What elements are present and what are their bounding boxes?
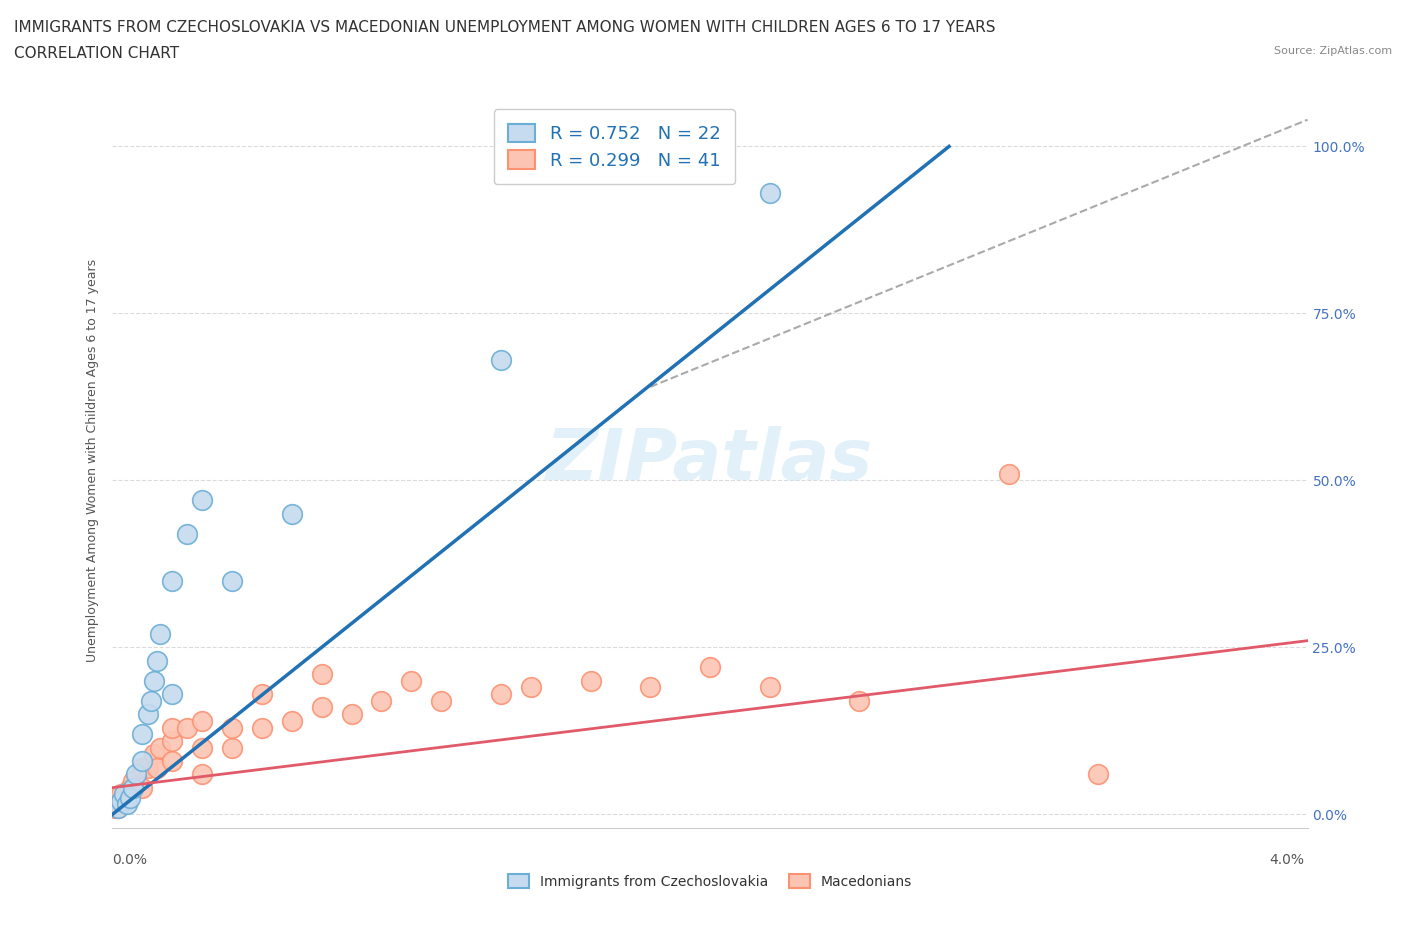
Point	[162, 753, 183, 768]
Point	[191, 713, 214, 728]
Point	[117, 797, 139, 812]
Point	[221, 740, 243, 755]
Point	[489, 352, 512, 367]
Point	[138, 760, 160, 775]
Point	[125, 767, 148, 782]
Point	[162, 720, 183, 735]
Point	[191, 493, 214, 508]
Point	[122, 774, 145, 789]
Point	[141, 694, 163, 709]
Point	[759, 680, 782, 695]
Text: IMMIGRANTS FROM CZECHOSLOVAKIA VS MACEDONIAN UNEMPLOYMENT AMONG WOMEN WITH CHILD: IMMIGRANTS FROM CZECHOSLOVAKIA VS MACEDO…	[14, 20, 995, 35]
Point	[520, 680, 543, 695]
Point	[401, 673, 423, 688]
Point	[143, 747, 166, 762]
Point	[176, 526, 198, 541]
Point	[114, 787, 135, 802]
Point	[114, 793, 135, 808]
Y-axis label: Unemployment Among Women with Children Ages 6 to 17 years: Unemployment Among Women with Children A…	[86, 259, 100, 662]
Text: CORRELATION CHART: CORRELATION CHART	[14, 46, 179, 61]
Point	[191, 740, 214, 755]
Text: 0.0%: 0.0%	[112, 853, 148, 868]
Point	[311, 667, 333, 682]
Point	[281, 713, 304, 728]
Point	[104, 800, 127, 815]
Point	[489, 686, 512, 701]
Point	[162, 686, 183, 701]
Point	[149, 627, 172, 642]
Point	[107, 793, 129, 808]
Point	[131, 726, 153, 741]
Point	[221, 720, 243, 735]
Point	[250, 720, 273, 735]
Point	[107, 800, 129, 815]
Point	[1087, 767, 1109, 782]
Point	[370, 694, 392, 709]
Point	[430, 694, 453, 709]
Point	[699, 660, 721, 675]
Point	[146, 653, 169, 668]
Point	[107, 800, 129, 815]
Point	[131, 753, 153, 768]
Point	[143, 673, 166, 688]
Point	[311, 700, 333, 715]
Point	[110, 787, 132, 802]
Point	[191, 767, 214, 782]
Point	[848, 694, 870, 709]
Point	[250, 686, 273, 701]
Point	[162, 573, 183, 588]
Point	[162, 734, 183, 749]
Point	[340, 707, 363, 722]
Point	[120, 780, 142, 795]
Point	[579, 673, 602, 688]
Point	[640, 680, 662, 695]
Text: ZIPatlas: ZIPatlas	[547, 426, 873, 495]
Point	[122, 780, 145, 795]
Point	[117, 787, 139, 802]
Point	[131, 760, 153, 775]
Point	[131, 780, 153, 795]
Point	[281, 506, 304, 521]
Text: Source: ZipAtlas.com: Source: ZipAtlas.com	[1274, 46, 1392, 57]
Point	[149, 740, 172, 755]
Point	[221, 573, 243, 588]
Legend: Immigrants from Czechoslovakia, Macedonians: Immigrants from Czechoslovakia, Macedoni…	[502, 869, 918, 895]
Point	[120, 790, 142, 805]
Point	[998, 466, 1021, 481]
Point	[138, 707, 160, 722]
Point	[759, 186, 782, 201]
Point	[176, 720, 198, 735]
Point	[146, 760, 169, 775]
Point	[110, 793, 132, 808]
Text: 4.0%: 4.0%	[1270, 853, 1305, 868]
